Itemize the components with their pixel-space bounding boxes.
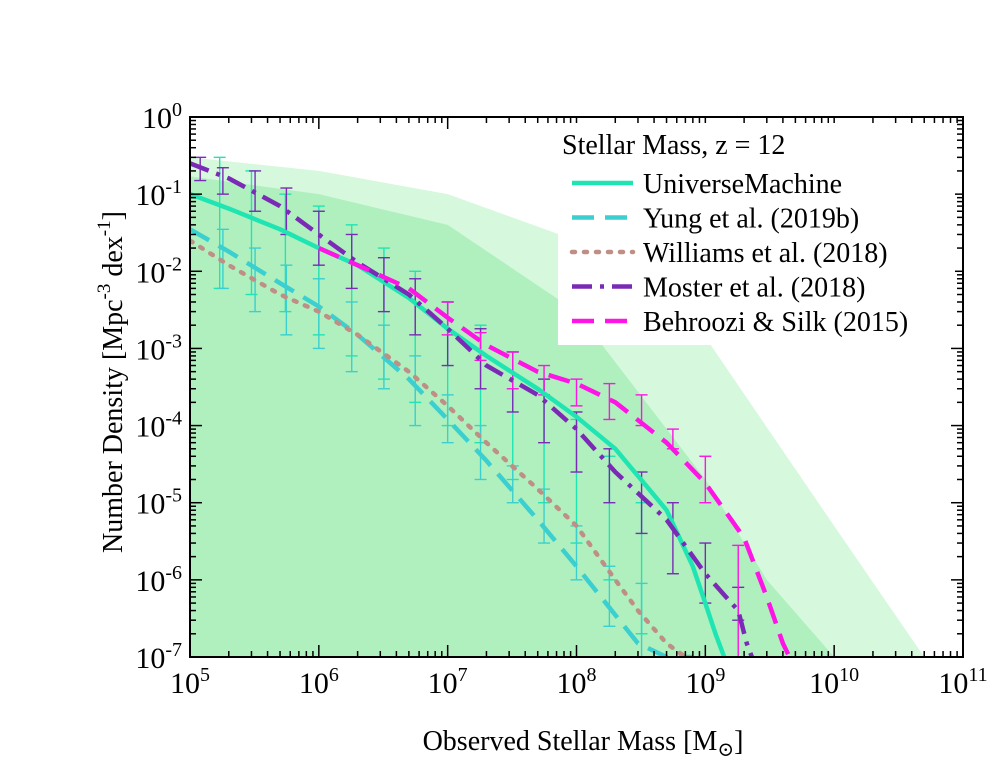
error-bar [635, 582, 648, 657]
legend-entry: Williams et al. (2018) [569, 238, 888, 269]
plot-area [190, 156, 925, 657]
y-tick-label: 100 [142, 99, 182, 135]
y-tick-label: 10-5 [135, 485, 182, 521]
series-lines [190, 161, 792, 657]
error-bar [280, 264, 293, 336]
series-line-5 [317, 246, 792, 657]
x-tick-labels: 105 106 107 108 109 1010 1011 [170, 664, 988, 700]
x-tick-label: 109 [685, 664, 725, 700]
series-line-3 [190, 238, 688, 657]
error-bar [699, 455, 712, 504]
error-bar [441, 394, 454, 444]
legend-entry: Moster et al. (2018) [572, 273, 865, 304]
x-axis-label: Observed Stellar Mass [M⊙] [423, 726, 744, 761]
error-bar [570, 378, 583, 407]
series-line-2 [190, 227, 693, 657]
error-bar [312, 210, 325, 266]
error-bar [216, 167, 229, 195]
error-bar [732, 544, 745, 657]
x-tick-label: 1011 [938, 664, 987, 700]
legend-title: Stellar Mass, z = 12 [562, 130, 785, 161]
legend-label: Moster et al. (2018) [643, 273, 865, 304]
error-bar [345, 301, 358, 373]
error-bar [409, 278, 422, 336]
legend-entry: UniverseMachine [572, 169, 842, 200]
x-tick-label: 107 [428, 664, 468, 700]
y-axis-label: Number Density [Mpc-3 dex-1] [94, 211, 129, 553]
series-line-4 [190, 161, 755, 657]
y-tick-label: 10-3 [135, 330, 182, 366]
x-tick-label: 106 [299, 664, 339, 700]
legend-entry: Yung et al. (2019b) [572, 204, 859, 235]
legend-label: Yung et al. (2019b) [643, 204, 859, 235]
y-tick-label: 10-7 [135, 639, 182, 675]
error-bar [279, 193, 292, 313]
axis-ticks [189, 116, 964, 658]
x-tick-label: 108 [557, 664, 597, 700]
y-tick-labels: 10-7 10-6 10-5 10-4 10-3 10-2 10-1 100 [135, 99, 182, 675]
error-bar [666, 502, 679, 575]
legend: Stellar Mass, z = 12 UniverseMachine Yung… [558, 123, 955, 345]
x-tick-label: 1010 [809, 664, 859, 700]
y-tick-label: 10-6 [135, 562, 182, 598]
x-tick-label: 105 [170, 664, 210, 700]
y-tick-label: 10-4 [135, 408, 182, 444]
y-tick-label: 10-1 [135, 176, 182, 212]
error-bar [474, 331, 487, 362]
y-tick-label: 10-2 [135, 253, 182, 289]
legend-entry: Behroozi & Silk (2015) [572, 307, 908, 338]
error-bar [409, 355, 422, 427]
legend-label: Williams et al. (2018) [643, 238, 888, 269]
series-line-1 [190, 191, 727, 657]
legend-label: Behroozi & Silk (2015) [643, 307, 908, 338]
legend-label: UniverseMachine [643, 169, 842, 200]
legend-background [558, 123, 955, 345]
